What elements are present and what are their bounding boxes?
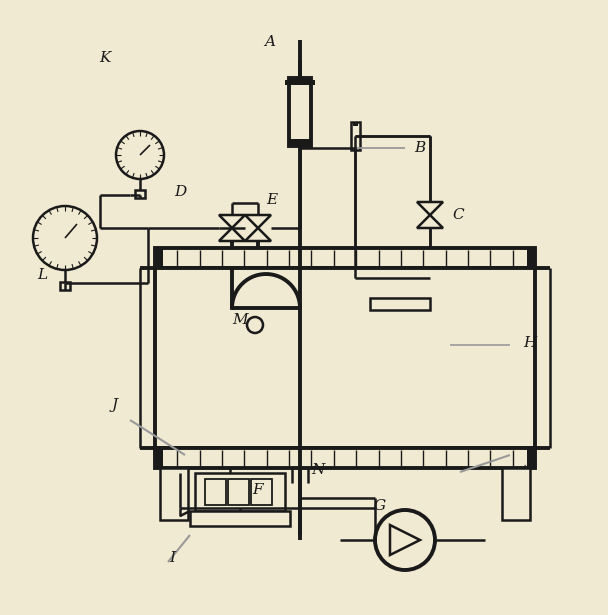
Polygon shape <box>219 215 245 228</box>
Text: F: F <box>253 483 263 497</box>
Polygon shape <box>245 228 271 241</box>
Circle shape <box>33 206 97 270</box>
Polygon shape <box>417 215 443 228</box>
Polygon shape <box>219 228 245 241</box>
Text: M: M <box>232 313 248 327</box>
Polygon shape <box>390 525 420 555</box>
Bar <box>228 479 249 505</box>
Text: K: K <box>99 51 111 65</box>
Polygon shape <box>245 215 271 228</box>
Text: A: A <box>264 35 275 49</box>
Text: E: E <box>266 193 278 207</box>
Bar <box>135 190 145 198</box>
Bar <box>60 282 70 290</box>
Circle shape <box>375 510 435 570</box>
Bar <box>155 248 163 268</box>
Polygon shape <box>417 202 443 215</box>
Bar <box>311 80 315 85</box>
Bar <box>205 479 226 505</box>
Bar <box>370 298 430 310</box>
Text: L: L <box>37 268 47 282</box>
Bar <box>289 139 311 146</box>
Bar <box>155 268 535 448</box>
Bar <box>155 248 535 268</box>
Bar <box>502 468 530 520</box>
Bar <box>251 479 272 505</box>
Text: H: H <box>523 336 537 350</box>
Text: C: C <box>452 208 464 222</box>
Bar <box>155 448 163 468</box>
Text: J: J <box>527 453 533 467</box>
Text: D: D <box>174 185 186 199</box>
Circle shape <box>116 131 164 179</box>
Bar <box>353 122 358 126</box>
Bar <box>289 78 311 85</box>
Bar <box>527 448 535 468</box>
Bar <box>190 511 290 526</box>
Bar <box>285 80 289 85</box>
Circle shape <box>247 317 263 333</box>
Text: B: B <box>415 141 426 155</box>
Text: I: I <box>169 551 175 565</box>
Bar <box>155 448 535 468</box>
Bar <box>289 78 311 146</box>
Bar <box>351 122 360 150</box>
Text: N: N <box>311 463 325 477</box>
Bar <box>527 248 535 268</box>
Bar <box>195 473 285 511</box>
Text: J: J <box>112 398 118 412</box>
Bar <box>160 468 188 520</box>
Text: G: G <box>374 499 386 513</box>
